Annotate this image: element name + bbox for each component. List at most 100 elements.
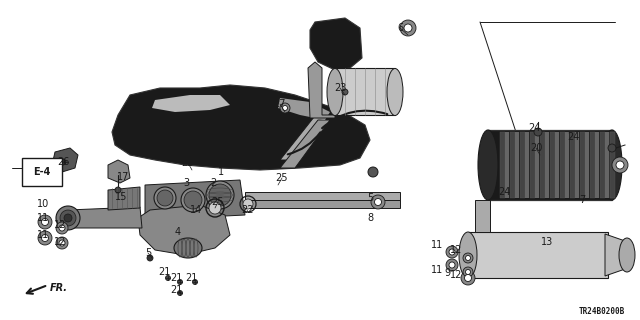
Ellipse shape xyxy=(327,68,343,116)
Text: FR.: FR. xyxy=(50,283,68,293)
Polygon shape xyxy=(545,132,549,198)
Polygon shape xyxy=(152,95,230,112)
Ellipse shape xyxy=(147,255,153,261)
Text: 20: 20 xyxy=(530,143,542,153)
Ellipse shape xyxy=(461,271,475,285)
Text: 5: 5 xyxy=(145,248,151,258)
Ellipse shape xyxy=(174,238,202,258)
Ellipse shape xyxy=(64,214,72,222)
Text: 11: 11 xyxy=(431,240,443,250)
Ellipse shape xyxy=(177,291,182,295)
Polygon shape xyxy=(138,205,230,255)
Text: 21: 21 xyxy=(170,273,182,283)
Text: 13: 13 xyxy=(541,237,553,247)
Text: 25: 25 xyxy=(276,173,288,183)
Ellipse shape xyxy=(60,210,76,226)
Polygon shape xyxy=(308,62,335,118)
Polygon shape xyxy=(600,132,605,198)
Ellipse shape xyxy=(463,267,473,277)
Ellipse shape xyxy=(463,253,473,263)
Ellipse shape xyxy=(602,130,622,200)
Polygon shape xyxy=(278,98,330,120)
Polygon shape xyxy=(68,207,142,228)
Text: 21: 21 xyxy=(158,267,170,277)
Ellipse shape xyxy=(459,232,477,278)
Polygon shape xyxy=(505,132,509,198)
Ellipse shape xyxy=(56,206,80,230)
Polygon shape xyxy=(595,132,599,198)
Text: 27: 27 xyxy=(274,99,286,109)
Text: 2: 2 xyxy=(210,178,216,188)
Text: 17: 17 xyxy=(117,172,129,182)
Polygon shape xyxy=(590,132,595,198)
Ellipse shape xyxy=(400,20,416,36)
Polygon shape xyxy=(540,132,545,198)
Ellipse shape xyxy=(56,222,68,234)
Polygon shape xyxy=(335,68,395,115)
Polygon shape xyxy=(575,132,579,198)
Ellipse shape xyxy=(446,259,458,271)
Ellipse shape xyxy=(56,237,68,249)
Text: 12: 12 xyxy=(450,245,462,255)
Text: E-4: E-4 xyxy=(33,167,51,177)
Ellipse shape xyxy=(193,279,198,284)
Ellipse shape xyxy=(209,184,231,206)
Text: 8: 8 xyxy=(367,213,373,223)
Ellipse shape xyxy=(59,240,65,246)
Ellipse shape xyxy=(608,144,616,152)
Ellipse shape xyxy=(465,275,472,282)
Text: 24: 24 xyxy=(528,123,540,133)
Ellipse shape xyxy=(177,279,182,284)
Ellipse shape xyxy=(534,128,542,136)
Ellipse shape xyxy=(38,231,52,245)
Polygon shape xyxy=(500,132,505,198)
Ellipse shape xyxy=(374,198,381,205)
Polygon shape xyxy=(510,132,515,198)
Text: 7: 7 xyxy=(579,195,585,205)
Ellipse shape xyxy=(206,181,234,209)
Ellipse shape xyxy=(280,103,290,113)
Polygon shape xyxy=(280,112,330,160)
Polygon shape xyxy=(580,132,585,198)
Polygon shape xyxy=(52,148,78,172)
Polygon shape xyxy=(535,132,539,198)
Ellipse shape xyxy=(465,269,470,275)
Ellipse shape xyxy=(404,24,412,32)
Ellipse shape xyxy=(42,219,49,226)
Ellipse shape xyxy=(371,195,385,209)
Polygon shape xyxy=(520,132,525,198)
Polygon shape xyxy=(515,132,519,198)
Text: 11: 11 xyxy=(37,213,49,223)
Polygon shape xyxy=(245,200,400,208)
Text: 23: 23 xyxy=(334,83,346,93)
Polygon shape xyxy=(468,232,608,278)
Polygon shape xyxy=(570,132,575,198)
Text: 22: 22 xyxy=(241,205,253,215)
Text: 24: 24 xyxy=(498,187,510,197)
Polygon shape xyxy=(565,132,569,198)
Ellipse shape xyxy=(154,187,176,209)
Polygon shape xyxy=(280,120,330,168)
Ellipse shape xyxy=(619,238,635,272)
Polygon shape xyxy=(145,180,245,220)
Text: 26: 26 xyxy=(57,157,69,167)
Text: 14: 14 xyxy=(190,205,202,215)
Text: 10: 10 xyxy=(37,199,49,209)
Ellipse shape xyxy=(612,157,628,173)
Ellipse shape xyxy=(115,187,121,193)
Text: 9: 9 xyxy=(444,268,450,278)
Polygon shape xyxy=(610,132,615,198)
Ellipse shape xyxy=(616,161,624,169)
Ellipse shape xyxy=(368,167,378,177)
Polygon shape xyxy=(560,132,565,198)
Ellipse shape xyxy=(209,202,221,214)
Bar xyxy=(22,158,62,186)
Polygon shape xyxy=(555,132,559,198)
Ellipse shape xyxy=(446,246,458,258)
Text: 11: 11 xyxy=(431,265,443,275)
Polygon shape xyxy=(310,18,362,70)
Polygon shape xyxy=(245,192,400,200)
Text: 6: 6 xyxy=(397,23,403,33)
Ellipse shape xyxy=(342,89,348,95)
Text: 4: 4 xyxy=(175,227,181,237)
